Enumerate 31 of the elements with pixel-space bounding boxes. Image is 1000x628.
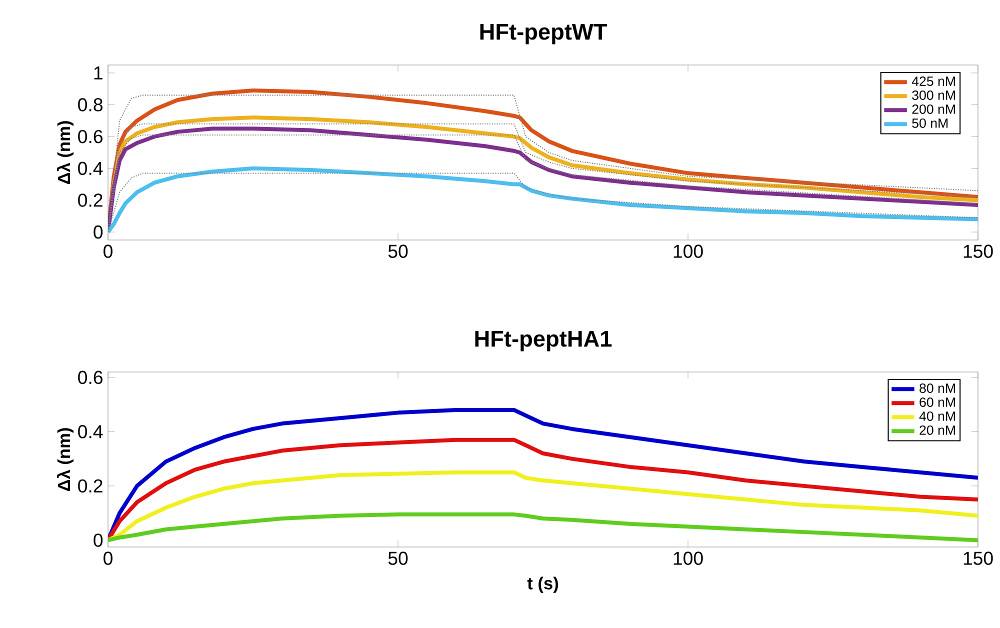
x-tick-label: 0 — [104, 552, 112, 565]
y-tick-label: 0.2 — [78, 479, 102, 493]
x-tick-label: 50 — [388, 552, 408, 565]
y-axis-title: Δλ (nm) — [56, 428, 74, 492]
y-tick-label: 1 — [94, 66, 102, 80]
chart-title: HFt-peptWT — [480, 24, 607, 44]
legend-label: 40 nM — [919, 411, 955, 421]
y-tick-label: 0.4 — [78, 162, 103, 176]
chart-title: HFt-peptHA1 — [475, 330, 612, 352]
legend-label: 80 nM — [920, 384, 955, 393]
x-tick-label: 150 — [964, 552, 993, 565]
legend-label: 20 nM — [920, 425, 955, 435]
y-tick-label: 0.6 — [78, 130, 102, 144]
legend-label: 300 nM — [912, 90, 955, 100]
x-tick-label: 100 — [674, 244, 703, 258]
y-tick-label: 0.6 — [78, 370, 102, 384]
y-tick-label: 0.4 — [78, 425, 103, 438]
x-tick-label: 100 — [674, 552, 703, 565]
y-tick-label: 0.8 — [78, 98, 102, 112]
x-tick-label: 0 — [104, 244, 112, 258]
legend-label: 200 nM — [912, 104, 955, 114]
y-tick-label: 0 — [94, 225, 103, 239]
x-tick-label: 50 — [388, 244, 408, 258]
x-tick-label: 150 — [964, 244, 993, 258]
legend-label: 60 nM — [920, 398, 955, 407]
x-axis-title: t (s) — [527, 576, 558, 593]
y-tick-label: 0.2 — [78, 194, 102, 207]
legend-label: 425 nM — [912, 76, 955, 86]
legend-label: 50 nM — [912, 118, 948, 128]
y-axis-title: Δλ (nm) — [56, 121, 74, 184]
y-tick-label: 0 — [94, 534, 103, 547]
